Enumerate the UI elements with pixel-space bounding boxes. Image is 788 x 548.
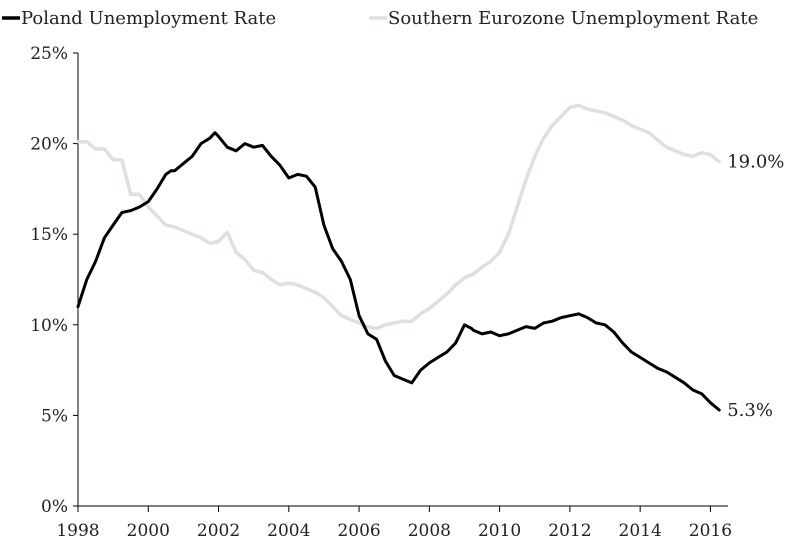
y-tick-label: 5% [41, 406, 68, 426]
x-tick-label: 2000 [127, 521, 170, 541]
x-tick-label: 2004 [267, 521, 310, 541]
legend-label-0: Poland Unemployment Rate [21, 8, 276, 29]
x-tick-label: 2002 [197, 521, 240, 541]
y-tick-label: 10% [30, 316, 68, 336]
legend-label-1: Southern Eurozone Unemployment Rate [388, 8, 758, 29]
x-tick-label: 2006 [337, 521, 380, 541]
x-tick-label: 2012 [548, 521, 591, 541]
end-label-1: 19.0% [727, 152, 784, 173]
series-line-0 [76, 131, 721, 412]
y-tick-label: 20% [30, 135, 68, 155]
x-tick-label: 1998 [56, 521, 99, 541]
x-tick-label: 2016 [689, 521, 732, 541]
end-labels: 5.3% 19.0% [727, 152, 784, 421]
legend: Poland Unemployment Rate Southern Eurozon… [2, 8, 758, 29]
end-label-0: 5.3% [727, 400, 773, 421]
series-line-1 [76, 103, 721, 331]
tick-labels: 0% 5% 10% 15% 20% 25% 1998 2000 2002 2004 2006 2008… [30, 44, 732, 541]
x-tick-label: 2014 [619, 521, 662, 541]
y-tick-label: 0% [41, 497, 68, 517]
series-lines [76, 103, 721, 412]
x-tick-label: 2008 [408, 521, 451, 541]
y-tick-label: 25% [30, 44, 68, 64]
x-tick-label: 2010 [478, 521, 521, 541]
axes [73, 52, 728, 512]
y-tick-label: 15% [30, 225, 68, 245]
